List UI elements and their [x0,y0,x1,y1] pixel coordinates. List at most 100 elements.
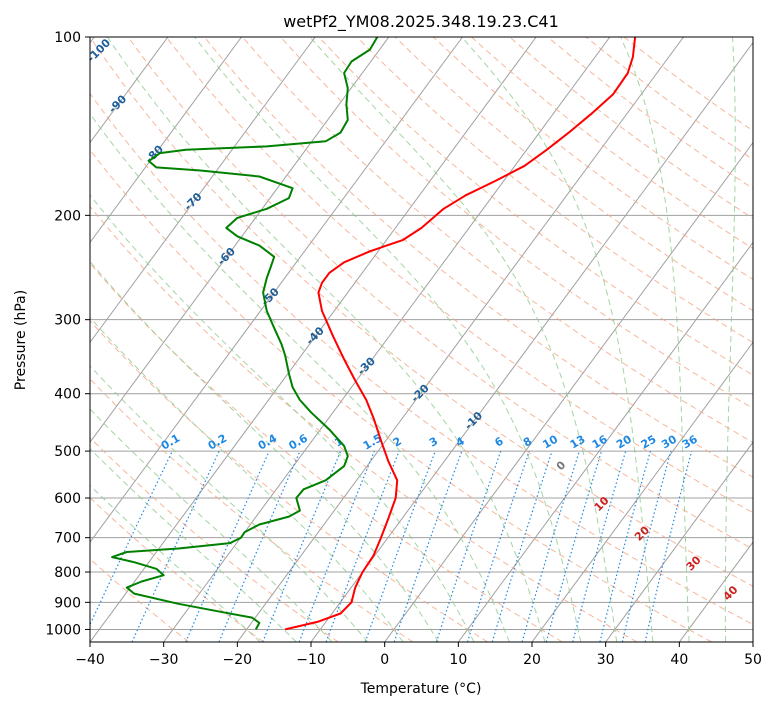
x-tick-label: 0 [380,652,389,668]
mixing-ratio-line [90,450,173,626]
chart-title: wetPf2_YM08.2025.348.19.23.C41 [283,12,559,32]
dry-adiabat [90,262,563,642]
dry-adiabat [90,92,753,626]
series [111,37,637,631]
mixing-ratio-line [364,450,436,642]
moist-adiabat [90,408,333,642]
isotherm-40 [678,541,753,642]
isotherm--10 [310,41,753,642]
moist-adiabat-label: 0 [554,458,569,473]
x-tick-label: −30 [149,652,179,668]
isotherm-30 [605,441,753,642]
axes: −40 −30 −20 −10 0 10 20 30 40 5010020030040050060… [45,30,762,668]
mixing-ratio-line [621,450,672,642]
dry-adiabat-label: -100 [85,36,114,65]
moist-adiabat [90,112,510,642]
isotherm--50 [90,37,463,543]
dry-adiabat [471,37,753,250]
moist-adiabat [90,316,404,642]
x-tick-label: −10 [296,652,326,668]
y-axis-label: Pressure (hPa) [13,290,29,390]
isotherm--70 [90,37,316,344]
moist-adiabat [90,260,439,642]
mixing-ratio-line [466,450,530,642]
dry-adiabat [90,320,488,642]
isotherm-20 [531,341,753,642]
dry-adiabat [90,37,753,587]
y-tick-label: 700 [54,531,81,547]
moist-adiabat [106,37,546,642]
y-tick-label: 1000 [45,622,81,638]
isotherm--80 [90,37,242,244]
mixing-ratio-label: 0.6 [287,431,311,452]
dry-adiabat [90,205,638,642]
isotherm--20 [236,37,684,642]
dry-adiabat-label: -10 [462,409,485,432]
dry-adiabat-label: -20 [408,381,431,404]
dewpoint-line [111,37,379,630]
mixing-ratio-label: 1 [332,435,345,450]
moist-adiabat [461,37,654,642]
line-labels: 0.1 0.2 0.4 0.6 1 1.5 2 3 4 6 8 10 13 16 20 25 30 36-100-… [85,36,741,603]
x-tick-label: 10 [449,652,467,668]
dry-adiabat [90,149,712,642]
mixing-ratio-label: 3 [427,435,440,450]
mixing-ratio-line [262,450,342,642]
background-lines [90,37,753,642]
dry-adiabat [547,37,753,190]
dry-adiabat-label: -90 [106,92,129,115]
mixing-ratio-line [644,450,693,642]
mixing-ratio-label: 0.1 [159,432,182,453]
mixing-ratio-label: 10 [540,432,560,451]
x-tick-label: −20 [223,652,253,668]
dry-adiabat-label: -60 [215,245,238,268]
mixing-ratio-label: 16 [590,432,610,451]
x-tick-label: 50 [744,652,762,668]
x-tick-label: 40 [670,652,688,668]
isotherm--30 [163,37,611,642]
y-tick-label: 300 [54,313,81,329]
plot-frame [89,36,754,643]
mixing-ratio-line [435,450,502,642]
mixing-ratio-line [491,450,553,642]
mixing-ratio-line [298,450,375,642]
mixing-ratio-line [393,450,463,642]
moist-adiabat [90,365,369,642]
moist-adiabat [194,37,582,642]
mixing-ratio-label: 4 [454,434,467,449]
dry-adiabat [90,378,414,642]
isotherm--40 [90,37,537,642]
x-tick-label: −40 [75,652,105,668]
mixing-ratio-line [545,450,603,642]
mixing-ratio-label: 13 [568,433,588,452]
dry-adiabat [623,37,753,132]
mixing-ratio-label: 30 [659,432,679,451]
moist-adiabat [90,194,475,642]
dry-adiabat [90,437,339,642]
y-tick-label: 600 [54,491,81,507]
y-tick-label: 500 [54,444,81,460]
moist-adiabat [309,37,618,642]
mixing-ratio-label: 25 [639,433,659,452]
mixing-ratio-line [521,450,580,642]
x-tick-label: 20 [523,652,541,668]
moist-adiabat [620,37,690,642]
y-tick-label: 400 [54,387,81,403]
x-axis-label: Temperature (°C) [360,681,482,697]
mixing-ratio-line [572,450,627,642]
y-tick-label: 200 [54,208,81,224]
mixing-ratio-line [185,450,270,642]
y-tick-label: 900 [54,595,81,611]
dry-adiabat [165,37,753,514]
mixing-ratio-line [599,450,651,642]
mixing-ratio-label: 6 [492,434,505,449]
x-tick-label: 30 [597,652,615,668]
moist-adiabat-label: 40 [721,583,741,603]
mixing-ratio-label: 0.2 [206,432,229,453]
isotherm--90 [90,37,169,144]
isotherm--60 [90,37,390,444]
mixing-ratio-line [325,450,400,642]
moist-adiabat-label: 10 [592,494,612,514]
mixing-ratio-line [218,450,301,642]
